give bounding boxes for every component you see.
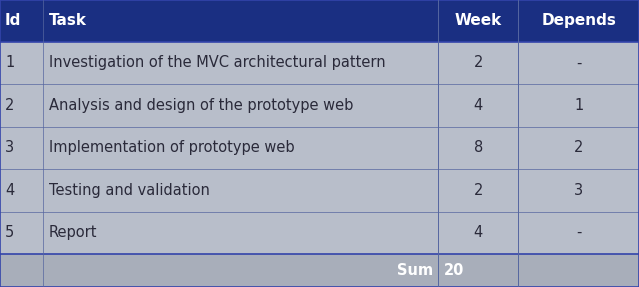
Bar (0, 84, 639, 127)
Text: 2: 2 (574, 140, 583, 155)
Text: 4: 4 (473, 98, 483, 113)
Text: Implementation of prototype web: Implementation of prototype web (49, 140, 294, 155)
Text: Week: Week (455, 13, 502, 28)
Text: 5: 5 (5, 225, 14, 240)
Text: 4: 4 (5, 183, 14, 198)
Bar (0, 0, 639, 42)
Text: 1: 1 (574, 98, 583, 113)
Text: 2: 2 (473, 183, 483, 198)
Text: Report: Report (49, 225, 97, 240)
Text: Depends: Depends (541, 13, 616, 28)
Text: Analysis and design of the prototype web: Analysis and design of the prototype web (49, 98, 353, 113)
Text: 1: 1 (5, 55, 14, 70)
Text: Task: Task (49, 13, 86, 28)
Text: -: - (576, 55, 581, 70)
Text: Testing and validation: Testing and validation (49, 183, 210, 198)
Text: Id: Id (5, 13, 22, 28)
Text: 8: 8 (473, 140, 483, 155)
Text: 2: 2 (5, 98, 15, 113)
Text: 20: 20 (443, 263, 464, 278)
Text: 2: 2 (473, 55, 483, 70)
Bar (0, 42, 639, 84)
Text: 3: 3 (5, 140, 14, 155)
Text: -: - (576, 225, 581, 240)
Bar (0, 127, 639, 169)
Bar (0, 169, 639, 212)
Text: Sum: Sum (397, 263, 433, 278)
Bar (0, 212, 639, 254)
Text: Investigation of the MVC architectural pattern: Investigation of the MVC architectural p… (49, 55, 385, 70)
Text: 4: 4 (473, 225, 483, 240)
Bar (0, 254, 639, 287)
Text: 3: 3 (574, 183, 583, 198)
